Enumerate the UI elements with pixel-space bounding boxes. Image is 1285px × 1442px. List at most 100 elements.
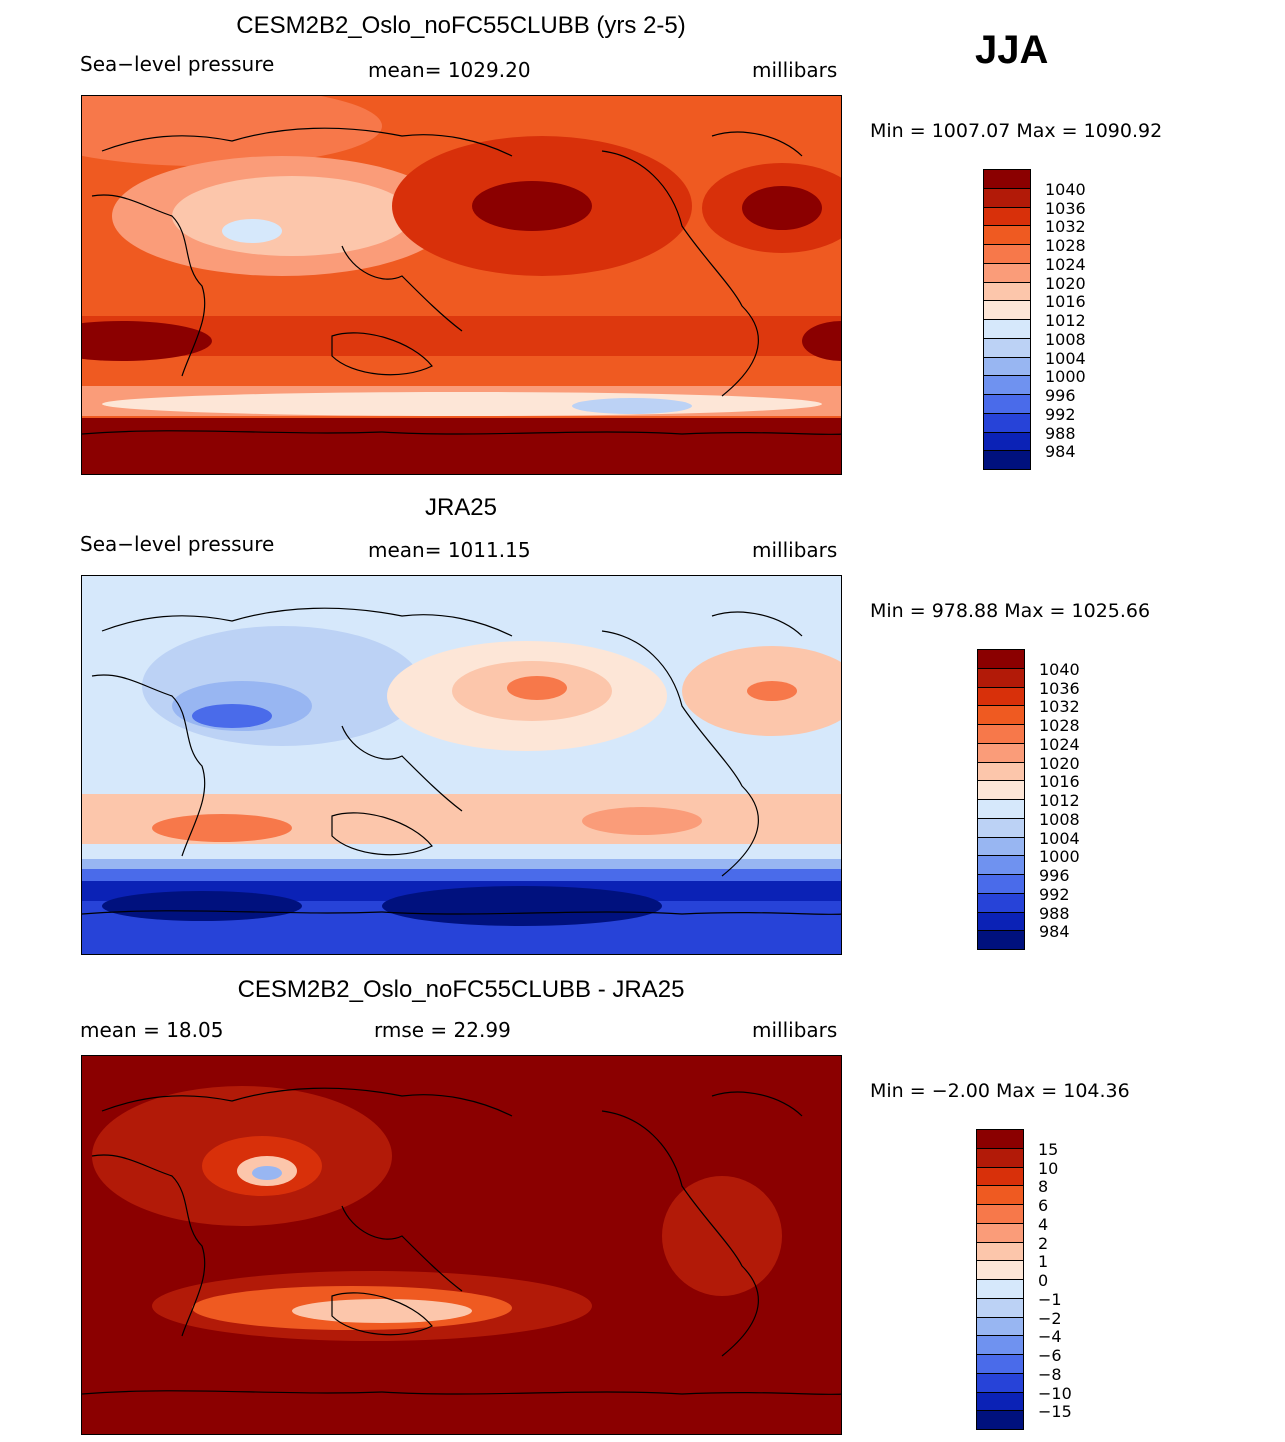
colorbar-swatch	[976, 1204, 1024, 1224]
colorbar-tick-label: 1032	[1039, 697, 1080, 717]
colorbar-swatch	[983, 394, 1031, 414]
colorbar-swatch	[977, 817, 1025, 838]
colorbar-tick-label: 1	[1038, 1252, 1049, 1272]
colorbar-tick-label: 996	[1045, 386, 1076, 405]
colorbar-tick-label: 0	[1038, 1271, 1049, 1290]
panel-obs-mean-label: mean= 1011.15	[368, 538, 531, 562]
colorbar-swatch	[983, 225, 1031, 245]
colorbar-tick-label: 1004	[1045, 348, 1086, 368]
colorbar-swatch	[983, 300, 1031, 320]
panel-diff-minmax: Min = −2.00 Max = 104.36	[870, 1080, 1130, 1102]
colorbar-tick-label: 6	[1038, 1196, 1049, 1215]
panel-diff-units-label: millibars	[752, 1018, 838, 1042]
colorbar-swatch	[977, 649, 1025, 669]
colorbar-tick-label: 1036	[1039, 678, 1080, 698]
model-coastlines	[82, 127, 841, 436]
colorbar-tick-label: 988	[1039, 903, 1070, 923]
colorbar-swatch	[976, 1185, 1024, 1205]
panel-model-title: CESM2B2_Oslo_noFC55CLUBB (yrs 2-5)	[236, 12, 686, 39]
colorbar-swatch	[977, 780, 1025, 800]
colorbar-tick-label: 1028	[1039, 716, 1080, 735]
panel-diff-colorbar: 15 10 8 6 4 2 1 0 −1 −2 −4 −6 −8 −10 −15	[976, 1129, 1072, 1430]
colorbar-tick-label: 1028	[1045, 236, 1086, 255]
colorbar-swatch	[983, 450, 1031, 470]
colorbar-tick-label: 984	[1039, 922, 1070, 942]
model-field-npac-core	[472, 181, 592, 231]
colorbar-tick-label: 992	[1039, 884, 1070, 904]
colorbar-swatch	[976, 1222, 1024, 1243]
panel-model-variable-label: Sea−level pressure	[80, 52, 275, 76]
colorbar-swatch	[976, 1260, 1024, 1280]
obs-field-npac-core	[507, 676, 567, 700]
colorbar-swatch	[977, 930, 1025, 950]
colorbar-swatch	[976, 1297, 1024, 1318]
colorbar-swatch	[983, 281, 1031, 302]
obs-field-band-1012	[82, 844, 841, 859]
colorbar-tick-label: 1020	[1045, 273, 1086, 293]
panel-model-mean-label: mean= 1029.20	[368, 58, 531, 82]
colorbar-tick-label: 1016	[1039, 772, 1080, 792]
obs-field-band-1000	[82, 859, 841, 869]
model-field-low-center	[222, 219, 282, 243]
colorbar-tick-label: 4	[1038, 1214, 1049, 1234]
panel-diff-mean-label: mean = 18.05	[80, 1018, 224, 1042]
panel-model-units-label: millibars	[752, 58, 838, 82]
obs-field-sindian-high	[152, 814, 292, 842]
colorbar-swatch	[976, 1241, 1024, 1262]
colorbar-tick-label: 8	[1038, 1177, 1049, 1197]
panel-obs-map-svg	[82, 576, 841, 954]
diff-field-tibet-core	[252, 1166, 282, 1180]
colorbar-tick-label: 1040	[1039, 659, 1080, 679]
panel-model-colorbar: 1040 1036 1032 1028 1024 1020 1016 1012 1008 1004…	[983, 169, 1086, 470]
obs-coastlines	[82, 607, 841, 916]
colorbar-tick-label: 992	[1045, 404, 1076, 424]
model-field-sindian-high	[82, 321, 212, 361]
colorbar-swatch	[976, 1129, 1024, 1149]
colorbar-tick-label: 1020	[1039, 753, 1080, 773]
colorbar-tick-label: 1000	[1045, 367, 1086, 387]
model-field-antarctic	[82, 418, 841, 474]
colorbar-tick-label: −4	[1038, 1327, 1062, 1347]
colorbar-swatch	[977, 799, 1025, 819]
colorbar-tick-label: −6	[1038, 1346, 1062, 1365]
colorbar-swatch	[983, 337, 1031, 358]
colorbar-swatch	[977, 874, 1025, 894]
colorbar-tick-label: 15	[1038, 1139, 1059, 1159]
colorbar-tick-label: 1040	[1045, 179, 1086, 199]
panel-obs-colorbar: 1040 1036 1032 1028 1024 1020 1016 1012 1008 1004…	[977, 649, 1080, 950]
colorbar-swatch	[983, 206, 1031, 227]
colorbar-tick-label: 1024	[1039, 734, 1080, 754]
colorbar-swatch	[976, 1354, 1024, 1374]
colorbar-swatch	[977, 724, 1025, 744]
colorbar-tick-label: −2	[1038, 1308, 1062, 1328]
colorbar-swatch	[977, 667, 1025, 688]
colorbar-swatch	[977, 836, 1025, 857]
panel-diff-map	[81, 1055, 842, 1435]
colorbar-swatch	[976, 1372, 1024, 1393]
colorbar-tick-label: 1008	[1045, 329, 1086, 349]
panel-model-map	[81, 95, 842, 475]
obs-field-band-992	[82, 869, 841, 881]
colorbar-tick-label: 1032	[1045, 217, 1086, 237]
obs-field-asia-low-core	[192, 704, 272, 728]
colorbar-swatch	[983, 412, 1031, 433]
diff-coastlines	[82, 1087, 841, 1396]
obs-field-antarctic-low	[382, 886, 662, 926]
colorbar-tick-label: 1024	[1045, 254, 1086, 274]
obs-field-spac-high	[582, 807, 702, 835]
panel-obs-title: JRA25	[424, 494, 498, 521]
colorbar-tick-label: 1004	[1039, 828, 1080, 848]
panel-obs-variable-label: Sea−level pressure	[80, 532, 275, 556]
colorbar-swatch	[977, 686, 1025, 707]
colorbar-tick-label: 1012	[1039, 791, 1080, 810]
obs-field-antarctic-low-west	[102, 891, 302, 921]
colorbar-tick-label: −1	[1038, 1289, 1062, 1309]
panel-model-minmax: Min = 1007.07 Max = 1090.92	[870, 120, 1163, 142]
colorbar-tick-label: 988	[1045, 423, 1076, 443]
colorbar-tick-label: 1036	[1045, 198, 1086, 218]
diff-field-samerica	[662, 1176, 782, 1296]
colorbar-swatch	[983, 169, 1031, 189]
colorbar-swatch	[977, 761, 1025, 782]
colorbar-tick-label: 1012	[1045, 311, 1086, 330]
colorbar-swatch	[983, 431, 1031, 452]
